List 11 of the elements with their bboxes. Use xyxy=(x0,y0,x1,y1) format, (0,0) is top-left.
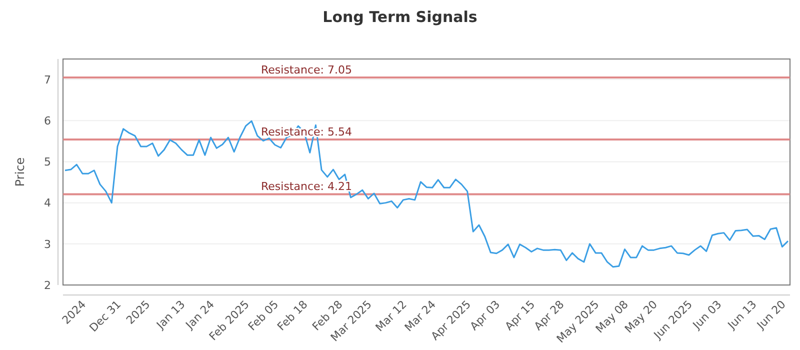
y-axis-title: Price xyxy=(13,157,27,187)
y-tick-label: 3 xyxy=(44,238,51,251)
chart-title: Long Term Signals xyxy=(322,8,478,26)
y-tick-label: 4 xyxy=(44,196,51,210)
line-series xyxy=(64,120,789,268)
y-tick-label: 6 xyxy=(44,114,51,128)
x-tick-label: Dec 31 xyxy=(86,298,124,335)
ref-line-label: Resistance: 7.05 xyxy=(261,63,352,76)
y-tick-label: 2 xyxy=(44,278,51,292)
y-tick-label: 5 xyxy=(44,156,51,169)
y-tick-label: 7 xyxy=(44,73,51,86)
